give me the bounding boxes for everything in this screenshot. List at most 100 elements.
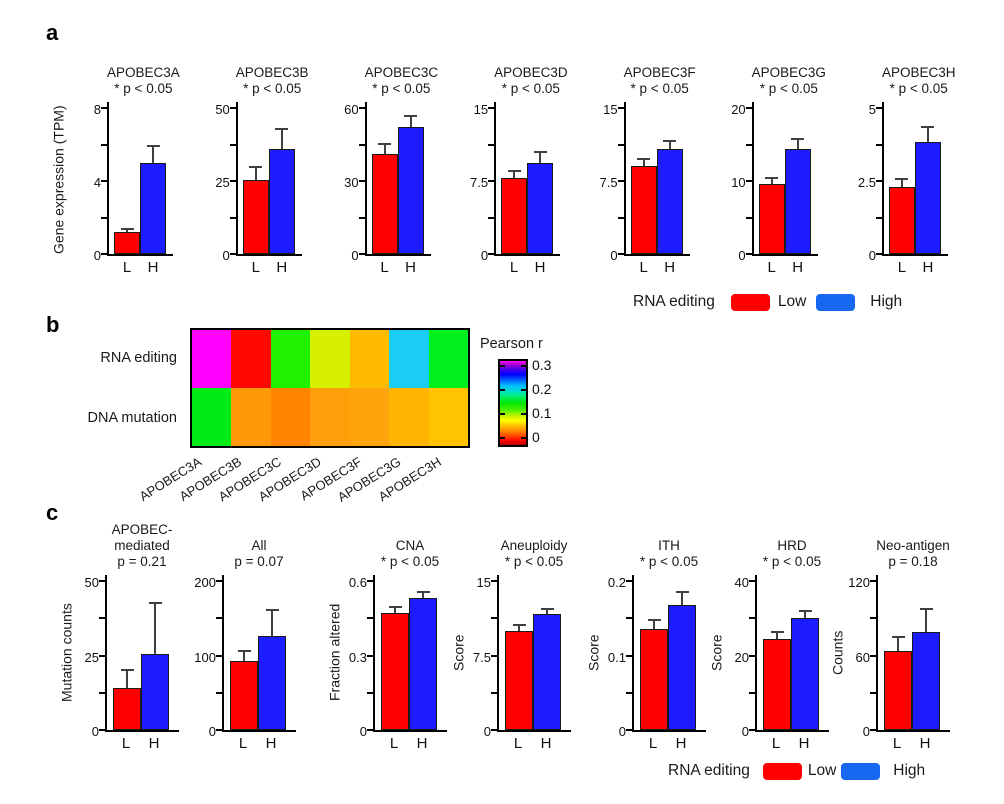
tick-label: 7.5 (472, 649, 491, 665)
colorbar-tick-mark (521, 413, 526, 415)
tick-mark (101, 253, 107, 255)
y-axis-label: Mutation counts (58, 603, 75, 702)
tick-label: 0 (93, 248, 101, 263)
tick-mark (491, 729, 497, 731)
error-bar-h (404, 115, 418, 128)
error-bar-h (675, 591, 689, 605)
error-bar-cap (404, 115, 418, 118)
tick-mark (229, 143, 236, 146)
tick-mark (99, 580, 105, 582)
bar-l (888, 186, 915, 254)
tick-label: 0 (618, 724, 626, 739)
panel-c-label: c (46, 500, 59, 525)
bar-l (763, 638, 791, 730)
heatmap-cell-dna-mutation-apobec3d (310, 388, 350, 446)
x-label-l: L (892, 735, 902, 752)
error-bar-cap (637, 157, 651, 160)
tick-label: 40 (734, 575, 749, 590)
colorbar-tick-mark (521, 365, 526, 367)
chart-title-line: p = 0.21 (117, 554, 167, 569)
tick-mark (875, 180, 882, 182)
tick-mark (626, 617, 632, 620)
tick-mark (745, 253, 752, 255)
tick-mark (358, 253, 365, 255)
panel-b-label: b (46, 312, 60, 337)
bar-chart-apobec3g: APOBEC3G * p < 0.05 0 10 20 L H (722, 65, 826, 276)
error-bar-cap (675, 591, 689, 594)
tick-mark (875, 253, 882, 255)
tick-label: 0 (208, 724, 216, 739)
tick-mark (367, 580, 373, 582)
y-tick-labels: 0 2.5 5 (852, 102, 882, 263)
heatmap-cell-dna-mutation-apobec3f (349, 388, 390, 446)
chart-body: 0 10 20 L H (722, 102, 826, 276)
panel-a-bar-charts: APOBEC3A * p < 0.05 0 4 8 L H APOBEC3B * p < 0.0… (77, 64, 956, 276)
chart-title-line: * p < 0.05 (889, 81, 948, 96)
error-bar-l (647, 619, 661, 630)
error-bar-cap (770, 630, 784, 633)
bar-chart-hrd: HRD * p < 0.05 Score 0 20 40 L H (708, 538, 829, 752)
chart-title-line: mediated (114, 538, 170, 553)
bar-chart-apobec3d: APOBEC3D * p < 0.05 0 7.5 15 L H (464, 65, 568, 276)
tick-mark (617, 107, 624, 109)
bar-chart-cna: CNA * p < 0.05 Fraction altered 0 0.3 0.6 L H (326, 538, 447, 752)
y-tick-labels: 0 7.5 15 (464, 102, 494, 263)
error-bar-h (663, 140, 677, 149)
bar-chart-apobec3h: APOBEC3H * p < 0.05 0 2.5 5 L H (852, 65, 956, 276)
chart-title-line: Aneuploidy (500, 538, 568, 553)
tick-label: 0 (483, 724, 491, 739)
tick-mark (488, 253, 495, 255)
tick-mark (488, 143, 495, 146)
tick-mark (626, 729, 632, 731)
legend-high-label: High (893, 762, 926, 779)
x-label-h: H (147, 259, 159, 276)
y-tick-labels: 0 25 50 (75, 575, 105, 739)
tick-mark (875, 107, 882, 109)
tick-mark (99, 654, 105, 657)
bar-chart-apobec3f: APOBEC3F * p < 0.05 0 7.5 15 L H (594, 65, 696, 276)
chart-title: All p = 0.07 (192, 538, 296, 570)
tick-mark (491, 654, 497, 657)
colorbar-tick-mark (500, 413, 505, 415)
tick-label: 50 (215, 102, 230, 117)
chart-title: ITH * p < 0.05 (585, 538, 706, 570)
tick-mark (216, 729, 222, 731)
tick-mark (749, 654, 755, 657)
chart-title-line: APOBEC3C (364, 65, 439, 80)
tick-mark (875, 216, 882, 219)
colorbar-tick-label: 0.2 (532, 381, 552, 397)
tick-label: 60 (855, 649, 870, 665)
panel-a-y-axis-label: Gene expression (TPM) (50, 104, 67, 256)
tick-mark (617, 143, 624, 146)
colorbar-title: Pearson r (480, 336, 543, 352)
chart-body: 0 30 60 L H (335, 102, 439, 276)
legend-high-label: High (870, 293, 903, 310)
bar-h (141, 654, 169, 730)
bar-h (397, 127, 424, 254)
colorbar-tick-label: 0.3 (532, 357, 552, 373)
tick-mark (745, 180, 752, 182)
tick-mark (870, 654, 876, 657)
tick-label: 15 (603, 102, 618, 117)
panel-c-bar-charts: APOBEC-mediated p = 0.21 Mutation counts 0 2… (58, 518, 950, 752)
tick-mark (367, 729, 373, 731)
y-tick-labels: 0 7.5 15 (594, 102, 624, 263)
bar-h (409, 598, 437, 730)
bar-chart-aneuploidy: Aneuploidy * p < 0.05 Score 0 7.5 15 L H (450, 538, 571, 752)
error-bar-cap (895, 178, 909, 181)
chart-title-line: * p < 0.05 (380, 554, 440, 569)
error-bar-cap (507, 170, 521, 173)
error-bar-l (237, 649, 251, 662)
tick-label: 50 (84, 575, 99, 590)
bar-h (668, 604, 696, 730)
tick-mark (101, 143, 107, 146)
x-label-l: L (767, 259, 776, 276)
error-bar-h (146, 144, 160, 163)
error-bar-h (798, 609, 812, 619)
tick-label: 0 (91, 724, 99, 739)
chart-title-line: * p < 0.05 (762, 554, 822, 569)
